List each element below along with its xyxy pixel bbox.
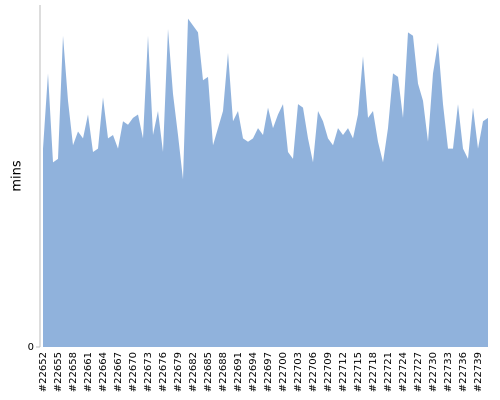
area [43, 18, 488, 348]
x-tick-label: #22733 [443, 352, 454, 392]
x-tick-label: #22691 [233, 352, 244, 392]
x-tick-label: #22724 [398, 352, 409, 392]
x-tick-label: #22676 [158, 352, 169, 392]
x-tick-label: #22736 [458, 352, 469, 392]
x-tick-label: #22667 [113, 352, 124, 392]
x-tick-label: #22679 [173, 352, 184, 392]
x-tick-label: #22673 [143, 352, 154, 392]
x-tick-label: #22739 [473, 352, 484, 392]
x-tick-label: #22664 [98, 352, 109, 392]
x-tick-label: #22694 [248, 352, 259, 392]
x-tick-label: #22706 [308, 352, 319, 392]
x-tick-label: #22721 [383, 352, 394, 392]
x-tick-label: #22703 [293, 352, 304, 392]
x-tick-label: #22697 [263, 352, 274, 392]
x-tick-label: #22682 [188, 352, 199, 392]
x-tick-label: #22655 [53, 352, 64, 392]
x-tick-label: #22718 [368, 352, 379, 392]
x-tick-label: #22712 [338, 352, 349, 392]
x-tick-label: #22727 [413, 352, 424, 392]
y-tick-label: 0 [28, 342, 34, 353]
x-tick-label: #22700 [278, 352, 289, 392]
x-tick-label: #22688 [218, 352, 229, 392]
x-tick-label: #22670 [128, 352, 139, 392]
x-tick-label: #22652 [38, 352, 49, 392]
x-tick-label: #22685 [203, 352, 214, 392]
x-tick-label: #22730 [428, 352, 439, 392]
x-tick-label: #22709 [323, 352, 334, 392]
x-tick-label: #22715 [353, 352, 364, 392]
x-tick-label: #22658 [68, 352, 79, 392]
y-axis-label: mins [10, 160, 25, 192]
x-tick-label: #22661 [83, 352, 94, 392]
